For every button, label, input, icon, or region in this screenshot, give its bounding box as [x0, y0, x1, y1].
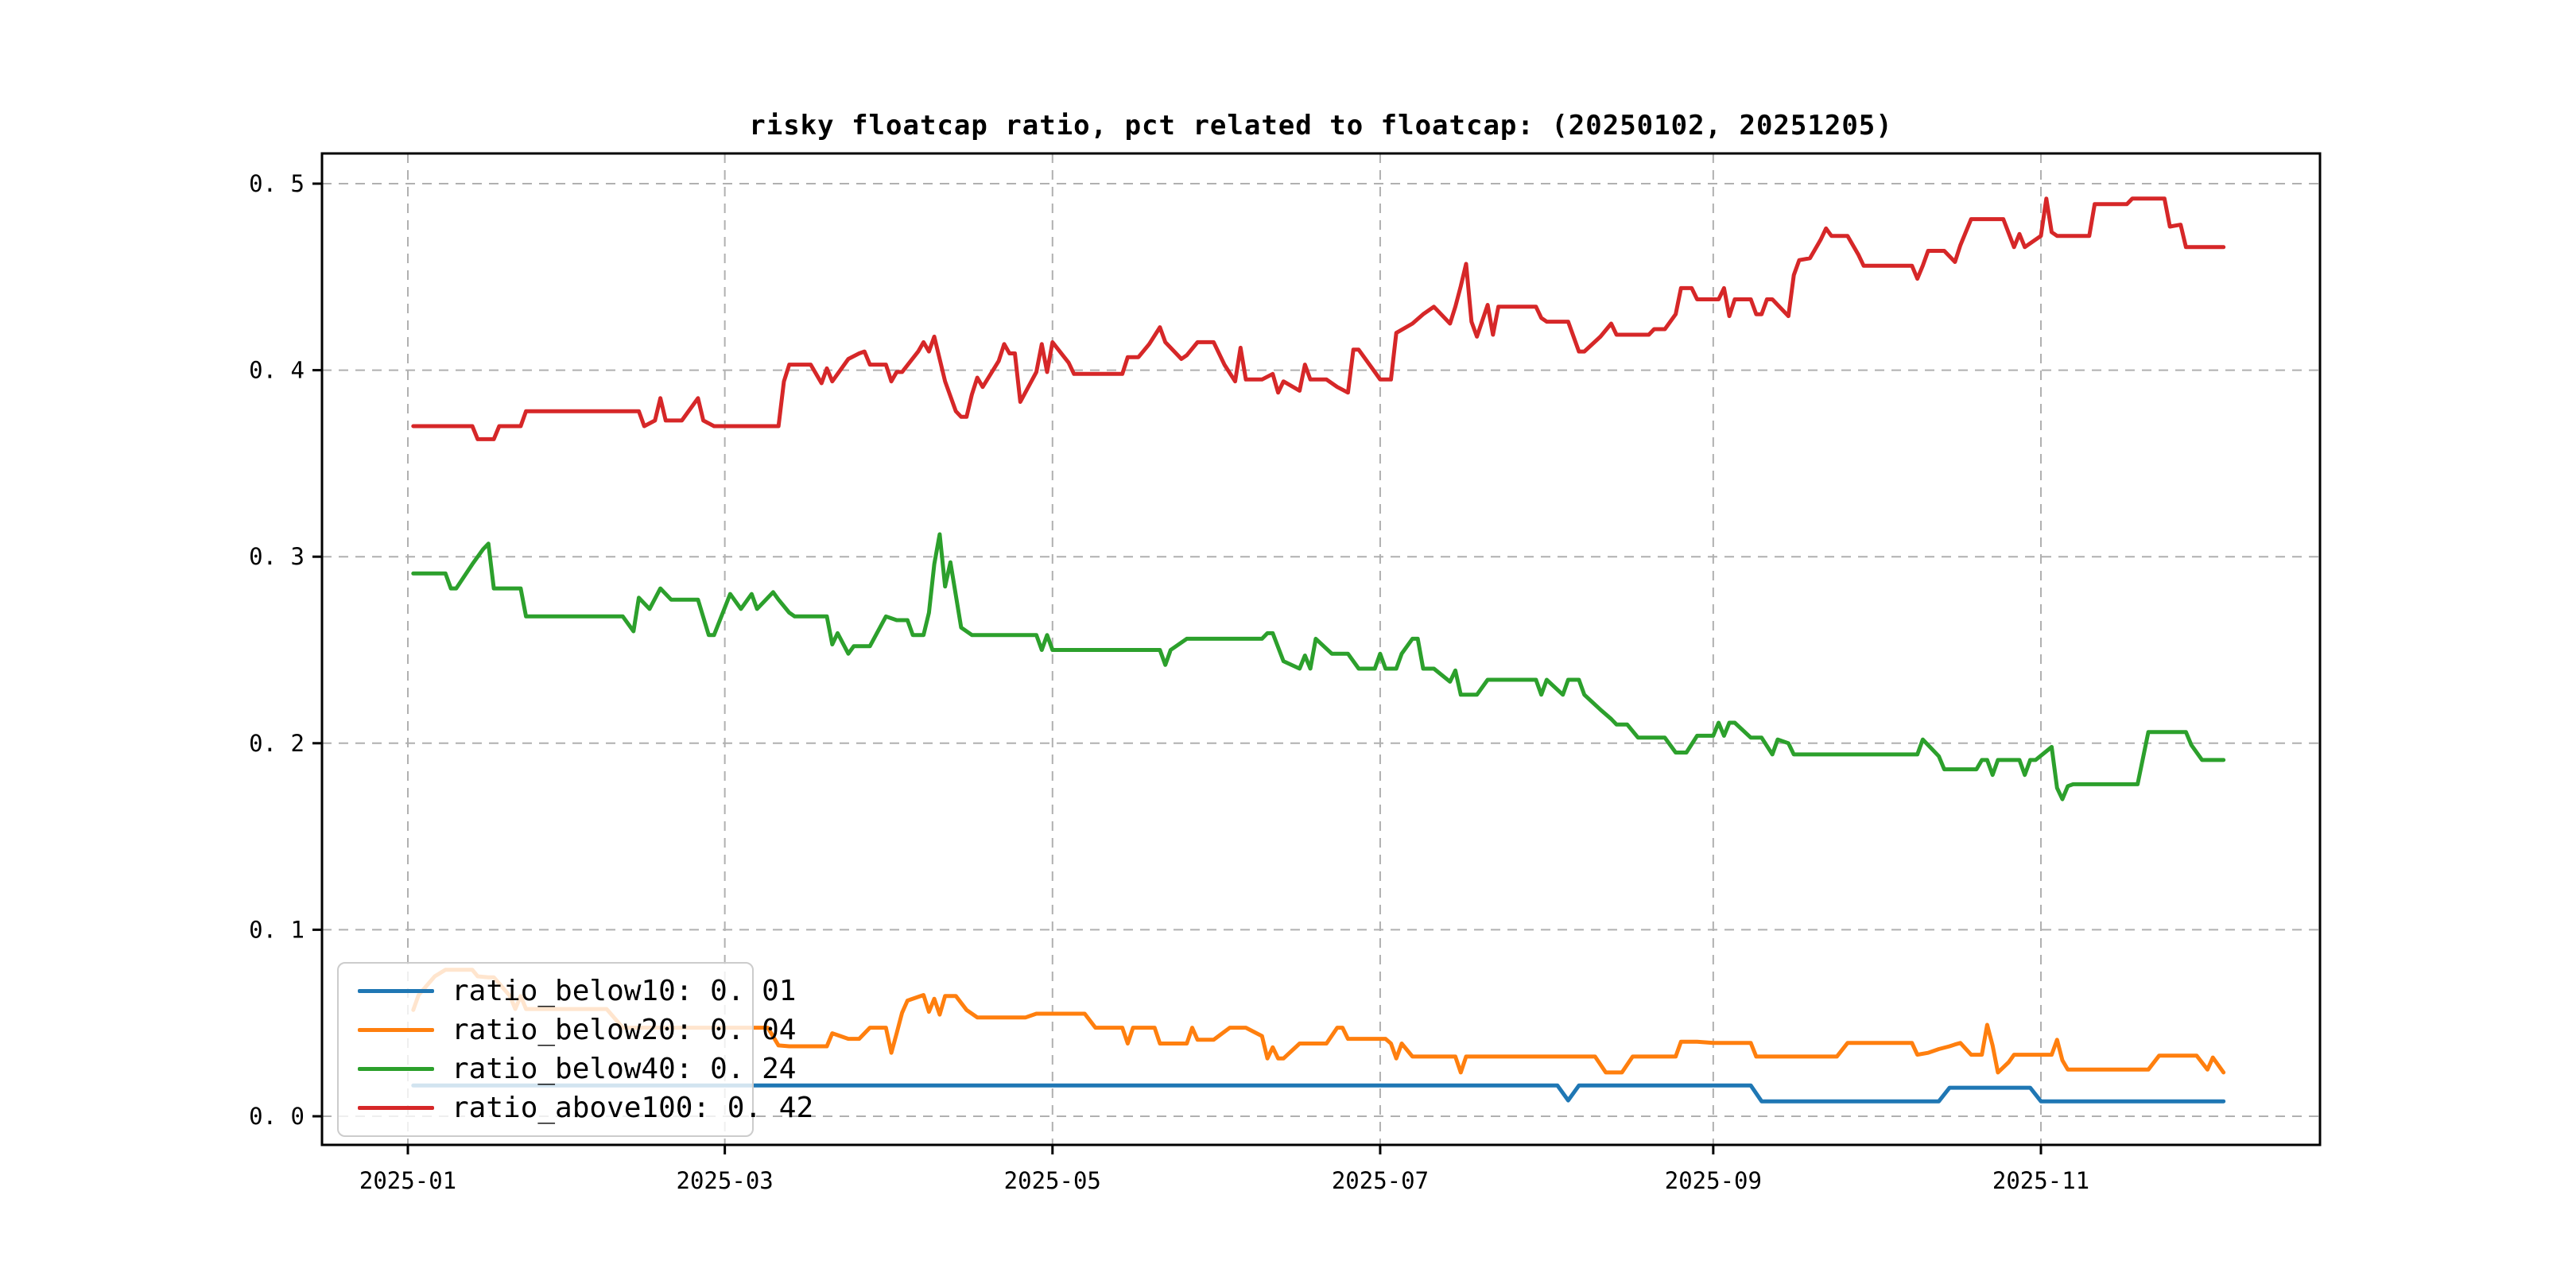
- series-line-ratio_below10: [411, 1083, 2226, 1104]
- legend-label: ratio_above100: 0. 42: [452, 1092, 814, 1124]
- legend-swatch-red: [358, 1106, 434, 1110]
- legend-label: ratio_below20: 0. 04: [452, 1014, 797, 1046]
- y-tick-label: 0. 4: [249, 357, 305, 384]
- x-tick-label: 2025-11: [1992, 1167, 2089, 1194]
- legend-item-ratio_below10: ratio_below10: 0. 01: [339, 972, 796, 1011]
- x-tick-label: 2025-07: [1332, 1167, 1429, 1194]
- series-line-ratio_below40: [411, 532, 2226, 801]
- legend-swatch-blue: [358, 989, 434, 993]
- legend: ratio_below10: 0. 01 ratio_below20: 0. 0…: [337, 962, 813, 1137]
- y-tick-label: 0. 1: [249, 916, 305, 943]
- legend-swatch-green: [358, 1067, 434, 1071]
- series-line-ratio_above100: [411, 196, 2226, 441]
- legend-label: ratio_below10: 0. 01: [452, 975, 797, 1007]
- legend-item-ratio_below20: ratio_below20: 0. 04: [339, 1011, 796, 1049]
- legend-label: ratio_below40: 0. 24: [452, 1053, 797, 1085]
- series-line-ratio_below20: [411, 968, 2226, 1075]
- chart-title: risky floatcap ratio, pct related to flo…: [749, 110, 1893, 142]
- legend-item-ratio_below40: ratio_below40: 0. 24: [339, 1050, 796, 1088]
- x-tick-label: 2025-03: [677, 1167, 774, 1194]
- x-tick-label: 2025-09: [1665, 1167, 1762, 1194]
- x-tick-label: 2025-05: [1004, 1167, 1101, 1194]
- y-tick-label: 0. 3: [249, 543, 305, 570]
- legend-swatch-orange: [358, 1028, 434, 1032]
- y-tick-label: 0. 5: [249, 170, 305, 197]
- y-tick-label: 0. 2: [249, 730, 305, 757]
- x-tick-label: 2025-01: [359, 1167, 456, 1194]
- y-tick-label: 0. 0: [249, 1103, 305, 1130]
- plot-frame: [320, 152, 2322, 1146]
- legend-item-ratio_above100: ratio_above100: 0. 42: [339, 1089, 813, 1127]
